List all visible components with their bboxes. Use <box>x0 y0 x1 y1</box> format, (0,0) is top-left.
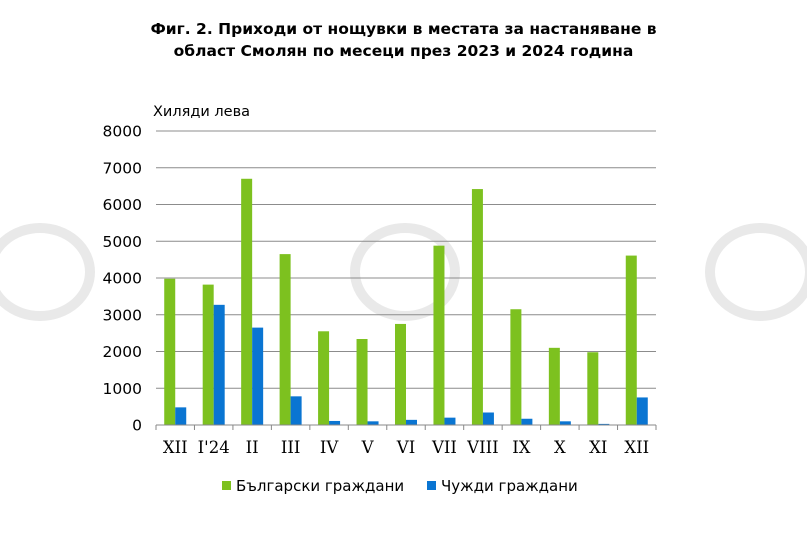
legend-swatch <box>427 481 436 490</box>
bar-foreign-citizens <box>329 420 341 425</box>
x-axis-ticks: XII I'24 II III IV V VI VII VIII IX X XI XII <box>155 425 657 457</box>
bar-foreign-citizens <box>521 418 533 425</box>
chart-title-line-1: Фиг. 2. Приходи от нощувки в местата за … <box>150 20 657 38</box>
bar-foreign-citizens <box>406 419 417 425</box>
x-tick-label: VII <box>431 438 457 457</box>
bar-bulgarian-citizens <box>241 178 253 425</box>
bar-bulgarian-citizens <box>279 254 291 425</box>
bar-foreign-citizens <box>636 397 648 425</box>
x-tick-label: VIII <box>466 438 498 457</box>
y-tick-label: 5000 <box>103 233 142 251</box>
bar-bulgarian-citizens <box>356 339 368 425</box>
y-tick-label: 0 <box>132 417 142 435</box>
bar-foreign-citizens <box>175 407 187 425</box>
bar-foreign-citizens <box>482 412 494 425</box>
x-tick-label: XII <box>163 438 188 457</box>
bar-foreign-citizens <box>444 417 456 425</box>
bar-bulgarian-citizens <box>471 189 483 425</box>
x-tick-label: I'24 <box>198 438 230 457</box>
watermark-layer <box>0 223 807 321</box>
bar-bulgarian-citizens <box>510 309 522 425</box>
x-tick-label: X <box>554 438 566 457</box>
legend-swatch <box>222 481 231 490</box>
bar-bulgarian-citizens <box>587 352 599 425</box>
y-tick-label: 4000 <box>103 270 142 288</box>
legend: Български граждани Чужди граждани <box>222 477 578 495</box>
x-tick-label: IX <box>512 438 531 457</box>
watermark-stamp <box>0 223 807 321</box>
bar-foreign-citizens <box>367 421 379 425</box>
bar-foreign-citizens <box>213 304 225 425</box>
x-tick-label: VI <box>396 438 415 457</box>
y-axis-ticks: 0 1000 2000 3000 4000 5000 6000 7000 8000 <box>103 123 142 435</box>
bar-bulgarian-citizens <box>202 284 214 425</box>
bar-foreign-citizens <box>559 421 571 425</box>
legend-label: Български граждани <box>236 477 404 495</box>
y-tick-label: 3000 <box>103 306 142 324</box>
chart-title-line-2: област Смолян по месеци през 2023 и 2024… <box>173 42 634 60</box>
bar-bulgarian-citizens <box>318 331 330 425</box>
bars-layer <box>164 178 648 425</box>
bar-bulgarian-citizens <box>395 323 406 425</box>
y-tick-label: 7000 <box>103 159 142 177</box>
bar-foreign-citizens <box>252 327 264 425</box>
x-tick-label: II <box>246 438 259 457</box>
bar-bulgarian-citizens <box>433 245 445 425</box>
y-tick-label: 2000 <box>103 343 142 361</box>
bar-bulgarian-citizens <box>548 347 560 425</box>
y-tick-label: 1000 <box>103 380 142 398</box>
bar-bulgarian-citizens <box>625 255 637 425</box>
y-tick-label: 6000 <box>103 196 142 214</box>
bar-foreign-citizens <box>598 423 610 425</box>
x-tick-label: IV <box>320 438 340 457</box>
bar-bulgarian-citizens <box>164 278 176 425</box>
chart-title: Фиг. 2. Приходи от нощувки в местата за … <box>0 18 807 62</box>
x-tick-label: III <box>281 438 301 457</box>
x-tick-label: XII <box>624 438 649 457</box>
x-tick-label: XI <box>589 438 607 457</box>
x-tick-label: V <box>361 438 375 457</box>
grid-lines <box>156 130 656 389</box>
legend-label: Чужди граждани <box>441 477 578 495</box>
y-tick-label: 8000 <box>103 123 142 141</box>
bar-foreign-citizens <box>290 396 302 425</box>
y-axis-label: Хиляди лева <box>153 104 250 120</box>
